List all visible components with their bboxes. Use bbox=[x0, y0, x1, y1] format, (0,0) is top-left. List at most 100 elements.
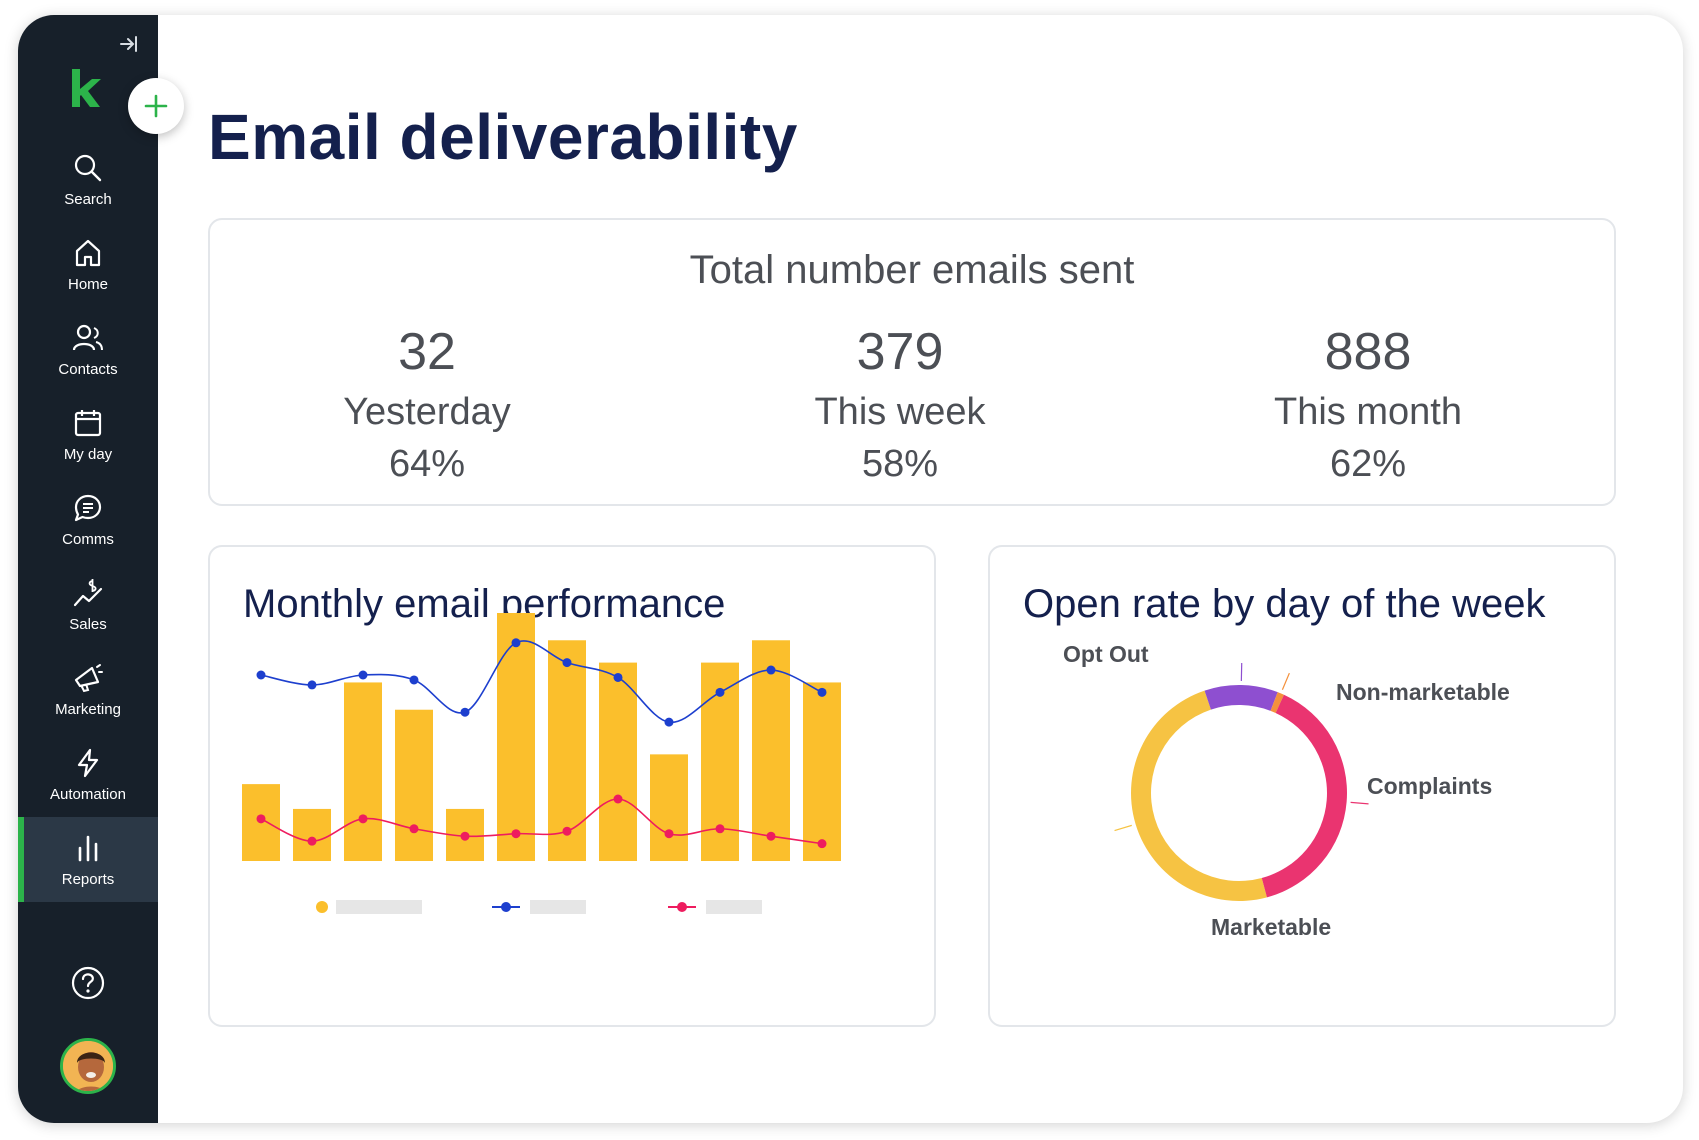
sidebar-item-my-day[interactable]: My day bbox=[18, 392, 158, 477]
donut-slice bbox=[1261, 694, 1347, 898]
stat-period: This week bbox=[814, 391, 986, 433]
legend-label-placeholder bbox=[530, 900, 586, 914]
sidebar-item-marketing[interactable]: Marketing bbox=[18, 647, 158, 732]
leader-line bbox=[1114, 824, 1132, 832]
bar bbox=[752, 640, 790, 861]
sidebar-item-label: Marketing bbox=[55, 700, 121, 718]
line-point bbox=[256, 814, 266, 824]
monthly-performance-chart bbox=[242, 613, 841, 914]
line-point bbox=[562, 826, 572, 836]
line-point bbox=[613, 794, 623, 804]
legend-item bbox=[668, 900, 762, 914]
bar bbox=[599, 662, 637, 861]
line-point bbox=[460, 707, 470, 717]
bar bbox=[497, 613, 535, 861]
total-emails-card: Total number emails sent 32 Yesterday 64… bbox=[208, 218, 1616, 506]
donut-slice bbox=[1204, 685, 1278, 711]
leader-line bbox=[1350, 801, 1369, 805]
stat-value: 888 bbox=[1324, 323, 1412, 381]
stat-yesterday: 32 Yesterday 64% bbox=[277, 320, 577, 490]
page-title: Email deliverability bbox=[208, 101, 798, 173]
legend-marker bbox=[677, 902, 687, 912]
sidebar-item-sales[interactable]: Sales bbox=[18, 562, 158, 647]
sidebar-item-comms[interactable]: Comms bbox=[18, 477, 158, 562]
open-rate-donut-chart: Opt Out Non-marketable Complaints Marketabl… bbox=[1063, 641, 1510, 940]
sidebar-item-label: Search bbox=[64, 190, 112, 208]
legend-label-placeholder bbox=[336, 900, 422, 914]
sidebar-item-label: My day bbox=[63, 445, 113, 463]
stat-percent: 62% bbox=[1329, 443, 1407, 485]
monthly-performance-title: Monthly email performance bbox=[243, 582, 726, 626]
legend-item bbox=[316, 900, 422, 914]
line-point bbox=[409, 675, 419, 685]
line-point bbox=[511, 638, 521, 648]
stat-value: 32 bbox=[398, 323, 456, 381]
line-point bbox=[817, 687, 827, 697]
sidebar-item-home[interactable]: Home bbox=[18, 222, 158, 307]
line-point bbox=[715, 687, 725, 697]
line-point bbox=[511, 829, 521, 839]
line-point bbox=[664, 717, 674, 727]
line-point bbox=[256, 670, 266, 680]
bar bbox=[395, 709, 433, 861]
add-button[interactable] bbox=[128, 78, 184, 134]
line-point bbox=[358, 670, 368, 680]
legend-item bbox=[492, 900, 586, 914]
user-avatar[interactable] bbox=[60, 1038, 116, 1094]
sidebar-item-search[interactable]: Search bbox=[18, 137, 158, 222]
bar bbox=[293, 808, 331, 861]
stat-percent: 58% bbox=[861, 443, 939, 485]
stat-percent: 64% bbox=[388, 443, 466, 485]
contacts-icon bbox=[72, 324, 103, 350]
line-point bbox=[766, 831, 776, 841]
monthly-performance-card: Monthly email performance bbox=[208, 545, 936, 1027]
line-point bbox=[766, 665, 776, 675]
line-point bbox=[562, 658, 572, 668]
sidebar-item-label: Sales bbox=[69, 615, 107, 633]
stat-period: Yesterday bbox=[343, 391, 511, 433]
sidebar-item-reports[interactable]: Reports bbox=[18, 817, 158, 902]
megaphone-icon bbox=[74, 663, 103, 692]
bar-chart-icon bbox=[78, 835, 98, 861]
sidebar-item-contacts[interactable]: Contacts bbox=[18, 307, 158, 392]
stat-value: 379 bbox=[856, 323, 944, 381]
sidebar-item-label: Comms bbox=[62, 530, 114, 548]
line-point bbox=[358, 814, 368, 824]
line-point bbox=[307, 836, 317, 846]
legend-marker bbox=[316, 901, 328, 913]
line-point bbox=[817, 839, 827, 849]
sidebar-item-automation[interactable]: Automation bbox=[18, 732, 158, 817]
line-point bbox=[715, 824, 725, 834]
line-point bbox=[409, 824, 419, 834]
keap-logo-icon[interactable] bbox=[68, 65, 102, 111]
home-icon bbox=[75, 239, 101, 266]
bar bbox=[344, 682, 382, 861]
calendar-icon bbox=[74, 409, 102, 436]
open-rate-title: Open rate by day of the week bbox=[1023, 582, 1546, 626]
collapse-right-icon[interactable] bbox=[114, 33, 144, 63]
slice-label: Complaints bbox=[1367, 773, 1492, 799]
line-point bbox=[307, 680, 317, 690]
sales-icon bbox=[73, 578, 103, 606]
chat-icon bbox=[74, 494, 102, 521]
leader-line bbox=[1281, 672, 1290, 690]
open-rate-card: Open rate by day of the week Opt Out Non-… bbox=[988, 545, 1616, 1027]
sidebar-item-label: Automation bbox=[50, 785, 126, 803]
stat-period: This month bbox=[1274, 391, 1462, 433]
line-point bbox=[613, 672, 623, 682]
sidebar-item-label: Reports bbox=[61, 870, 115, 888]
line-point bbox=[460, 831, 470, 841]
donut-slice bbox=[1131, 690, 1267, 901]
donut-slice bbox=[1270, 692, 1284, 713]
legend-label-placeholder bbox=[706, 900, 762, 914]
line-point bbox=[664, 829, 674, 839]
help-icon[interactable] bbox=[70, 965, 106, 1001]
sidebar-nav: Search Home Contacts My day Comms Sales bbox=[18, 137, 158, 902]
sidebar-item-label: Home bbox=[67, 275, 108, 293]
total-emails-title: Total number emails sent bbox=[689, 248, 1135, 292]
stat-this-month: 888 This month 62% bbox=[1218, 320, 1518, 490]
bar bbox=[803, 682, 841, 861]
bar bbox=[650, 754, 688, 861]
stat-this-week: 379 This week 58% bbox=[750, 320, 1050, 490]
sidebar: Search Home Contacts My day Comms Sales bbox=[18, 15, 158, 1123]
